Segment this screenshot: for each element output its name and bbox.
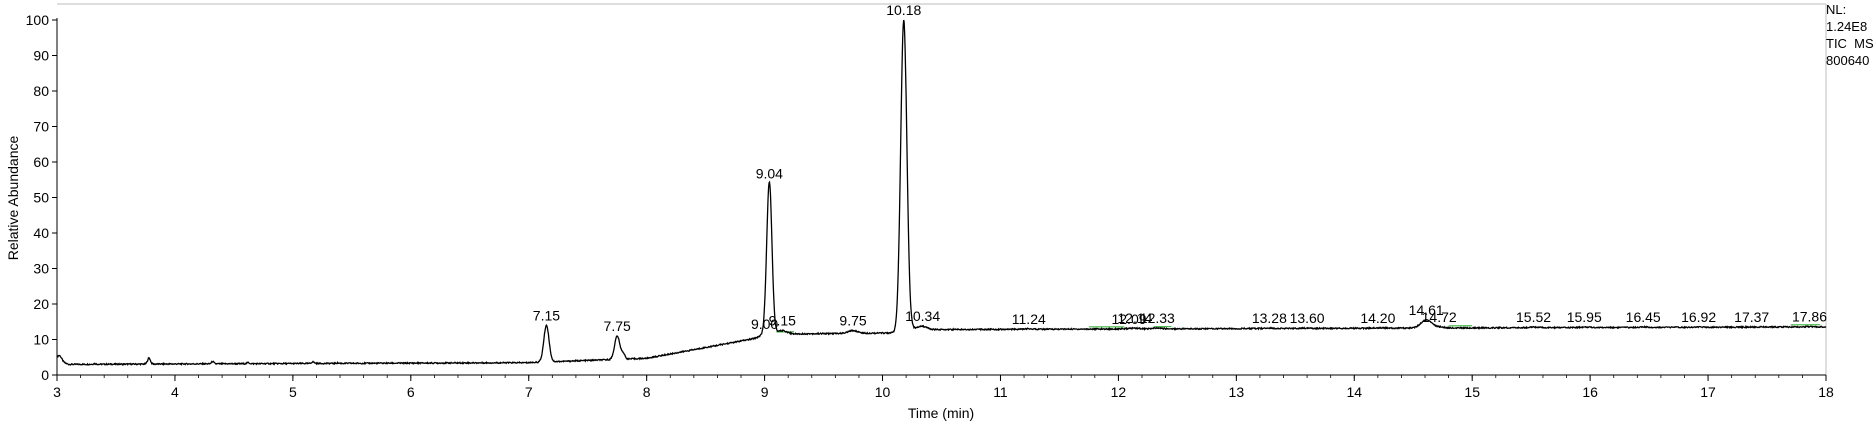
peak-label-7.15: 7.15	[533, 307, 560, 323]
peak-label-10.34: 10.34	[905, 308, 940, 324]
peak-label-13.28: 13.28	[1252, 310, 1287, 326]
peak-label-12.14: 12.14	[1117, 310, 1152, 326]
x-tick-label-8: 8	[643, 384, 651, 400]
peak-label-14.72: 14.72	[1422, 309, 1457, 325]
y-tick-label-80: 80	[33, 83, 49, 99]
peak-label-12.33: 12.33	[1140, 310, 1175, 326]
peak-label-10.18: 10.18	[886, 2, 921, 18]
peak-label-9.00: 9.00	[751, 316, 778, 332]
peak-label-16.92: 16.92	[1681, 309, 1716, 325]
plot-frame	[57, 3, 1827, 375]
peak-label-14.20: 14.20	[1360, 310, 1395, 326]
peak-label-17.86: 17.86	[1792, 309, 1827, 325]
y-tick-label-50: 50	[33, 190, 49, 206]
info-line-1: NL:	[1826, 2, 1846, 17]
y-tick-label-0: 0	[41, 367, 49, 383]
peak-label-9.15: 9.15	[769, 313, 796, 329]
x-tick-label-16: 16	[1582, 384, 1598, 400]
peak-label-13.60: 13.60	[1290, 310, 1325, 326]
y-tick-label-30: 30	[33, 261, 49, 277]
x-axis-title: Time (min)	[908, 405, 974, 421]
peak-label-7.75: 7.75	[604, 318, 631, 334]
x-tick-label-18: 18	[1818, 384, 1834, 400]
x-tick-label-13: 13	[1229, 384, 1245, 400]
scan-info-block: NL: 1.24E8 TIC MS 800640	[1826, 2, 1874, 68]
x-tick-label-10: 10	[875, 384, 891, 400]
peak-label-16.45: 16.45	[1626, 309, 1661, 325]
x-tick-label-7: 7	[525, 384, 533, 400]
peak-label-14.61: 14.61	[1409, 302, 1444, 318]
peak-label-9.75: 9.75	[839, 313, 866, 329]
peak-label-11.24: 11.24	[1012, 311, 1046, 327]
x-tick-label-3: 3	[53, 384, 61, 400]
y-tick-label-90: 90	[33, 48, 49, 64]
peak-labels: 7.15 7.75 9.00 9.04 9.15 9.75 10.18 10.34 11.24 1…	[533, 2, 1827, 334]
y-tick-label-40: 40	[33, 225, 49, 241]
y-tick-label-70: 70	[33, 119, 49, 135]
x-tick-label-6: 6	[407, 384, 415, 400]
x-tick-label-15: 15	[1464, 384, 1480, 400]
x-tick-label-4: 4	[171, 384, 179, 400]
peak-label-15.95: 15.95	[1567, 309, 1602, 325]
peak-label-15.52: 15.52	[1516, 309, 1551, 325]
peak-label-9.04: 9.04	[756, 165, 783, 181]
info-line-3: TIC MS	[1826, 36, 1874, 51]
y-tick-label-100: 100	[26, 12, 50, 28]
x-tick-label-5: 5	[289, 384, 297, 400]
y-tick-label-60: 60	[33, 154, 49, 170]
x-tick-label-17: 17	[1700, 384, 1716, 400]
x-tick-label-14: 14	[1346, 384, 1362, 400]
x-tick-label-12: 12	[1111, 384, 1127, 400]
tic-trace-line	[56, 19, 1827, 366]
y-tick-label-20: 20	[33, 296, 49, 312]
peak-label-12.09: 12.09	[1111, 311, 1146, 327]
y-axis: 0 10 20 30 40 50 60 70 80 90 100	[26, 12, 58, 383]
info-line-2: 1.24E8	[1826, 19, 1867, 34]
y-tick-label-10: 10	[33, 332, 49, 348]
info-line-4: 800640	[1826, 53, 1869, 68]
x-tick-label-9: 9	[761, 384, 769, 400]
x-tick-label-11: 11	[993, 384, 1008, 400]
y-axis-title: Relative Abundance	[5, 136, 21, 261]
peak-label-17.37: 17.37	[1734, 309, 1769, 325]
x-axis: 3 4 5 6 7 8 9 10 11 12 13 14 15 16 17 18	[53, 374, 1834, 400]
